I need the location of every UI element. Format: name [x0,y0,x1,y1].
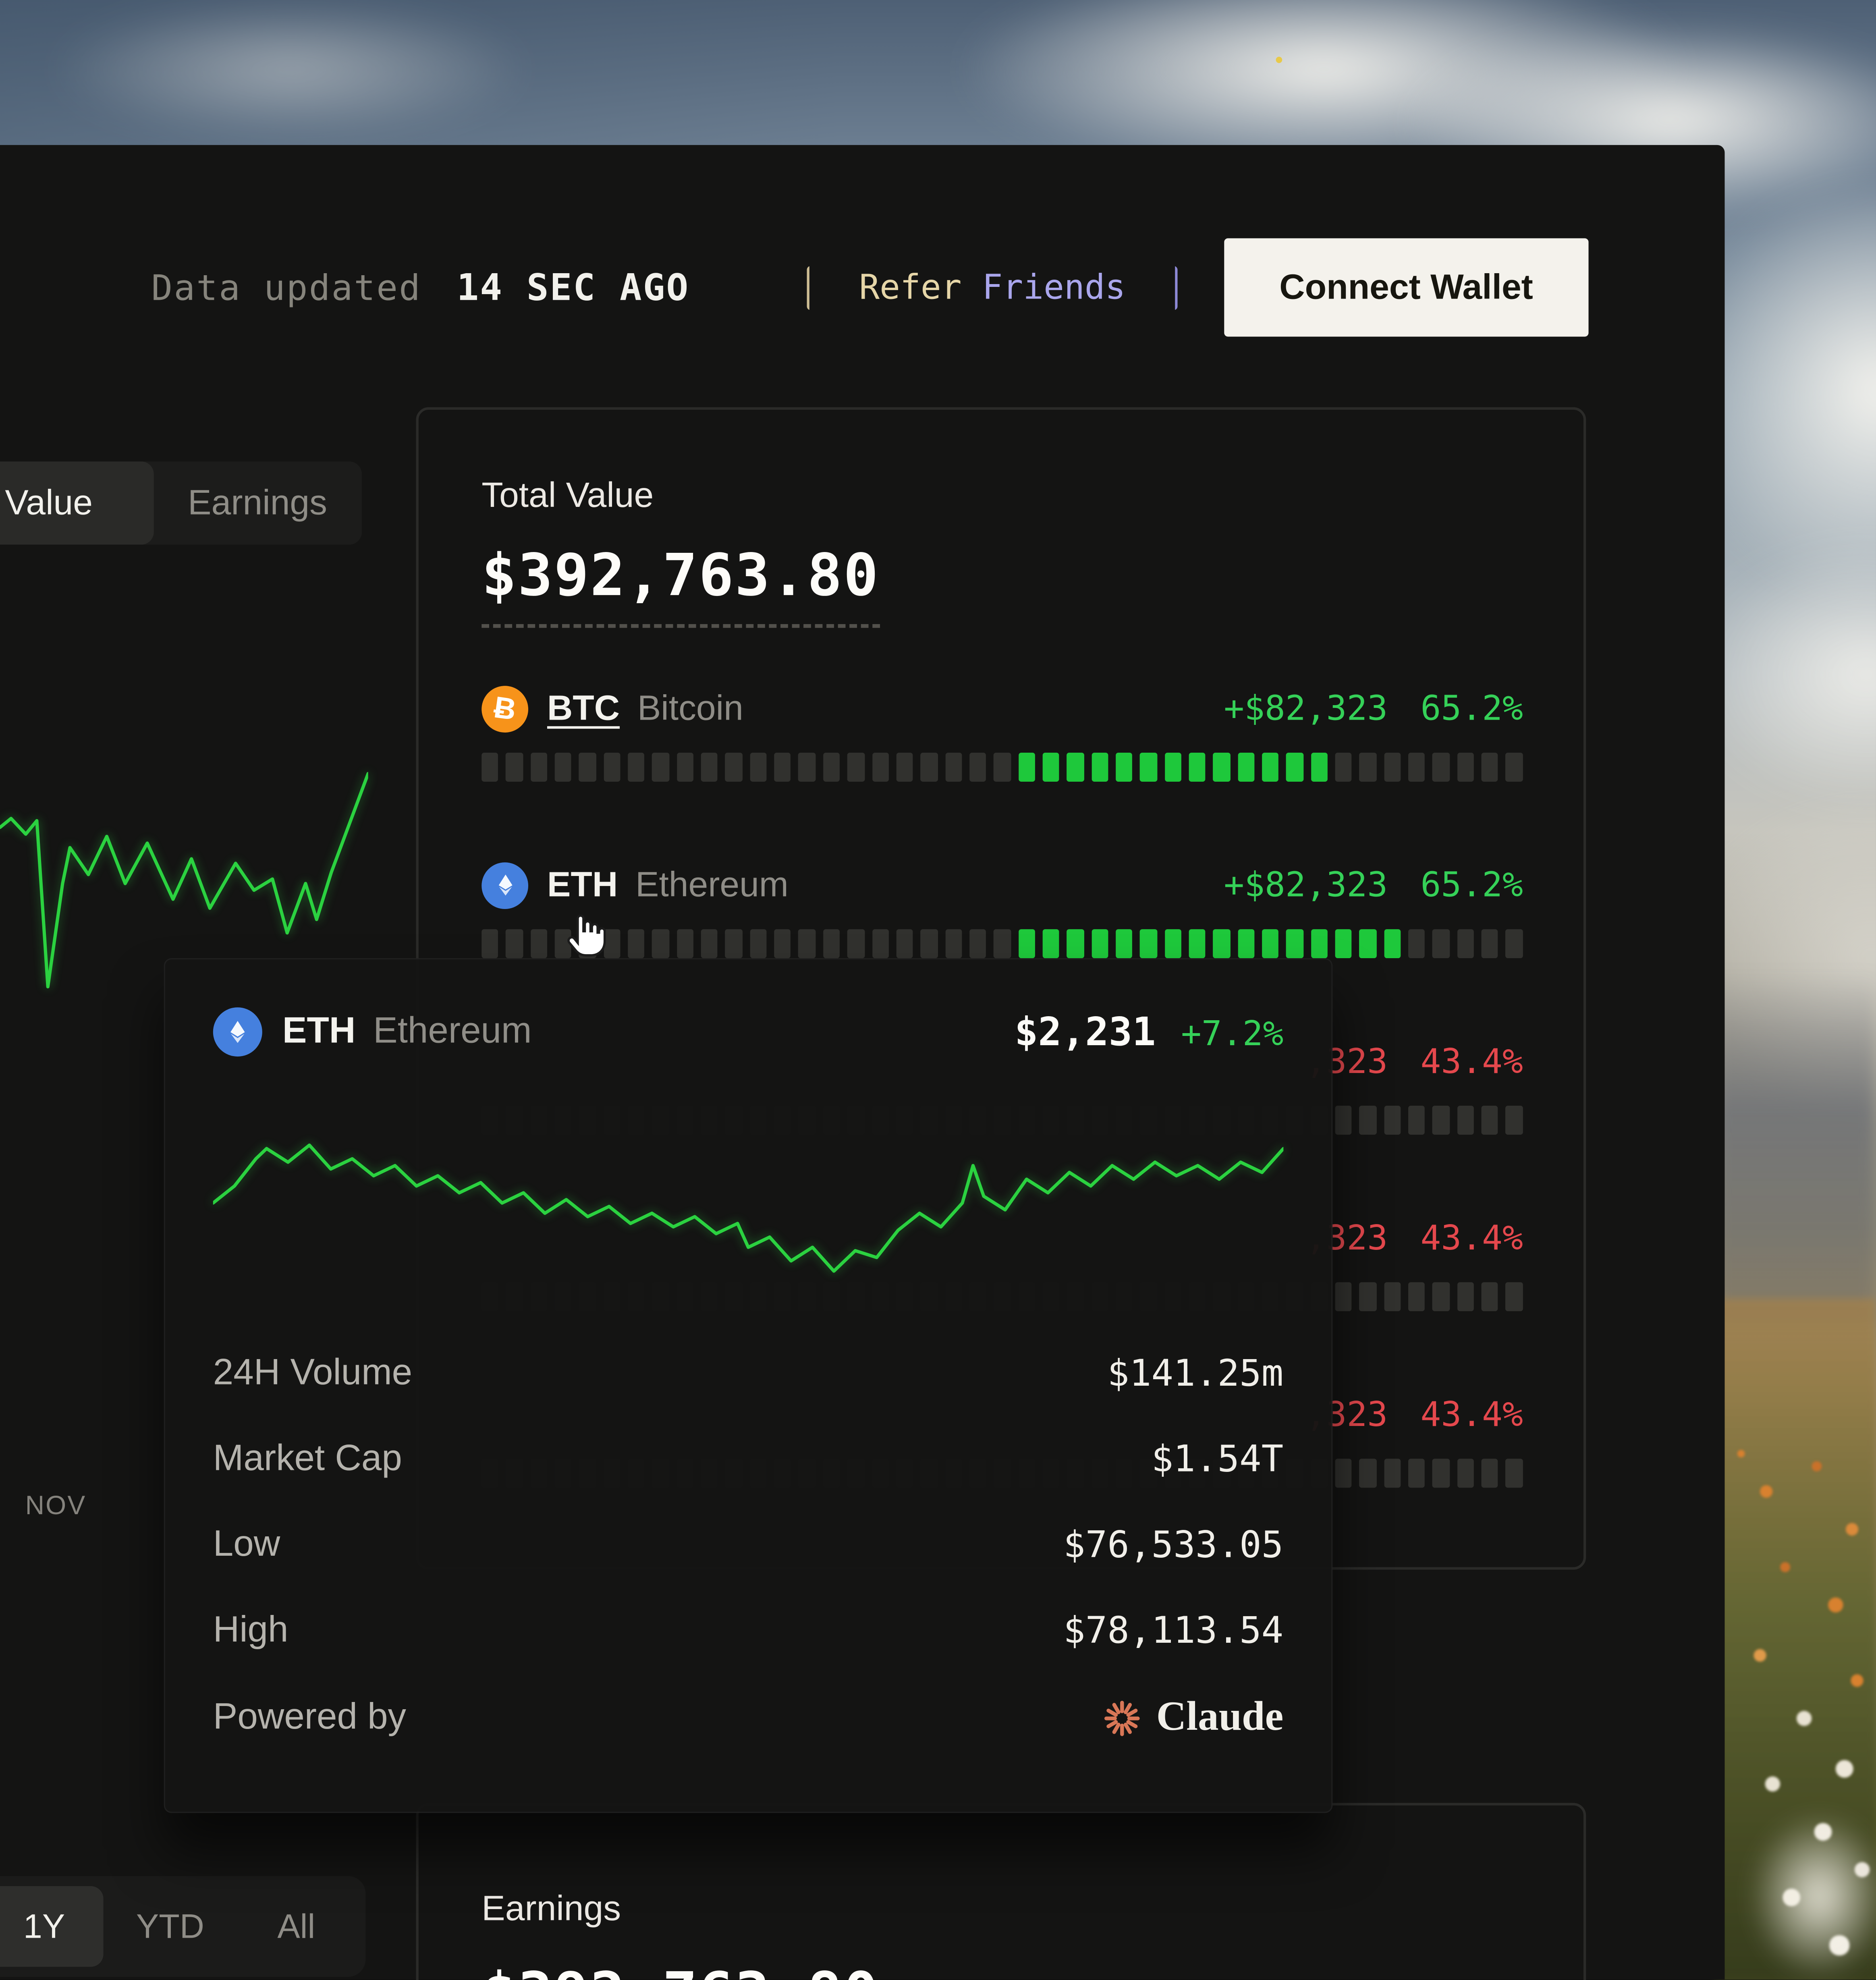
asset-row[interactable]: Ƀ BTC Bitcoin +$82,323 65.2% [478,682,1523,782]
data-updated-value: 14 SEC AGO [457,266,690,309]
allocation-bar [481,929,1523,959]
popover-price: $2,231 [1015,1009,1156,1055]
btc-icon: Ƀ [478,682,531,735]
asset-symbol: BTC [547,688,620,728]
x-axis-month-label: NOV [25,1491,87,1521]
flower-bloom [1750,1813,1876,1980]
total-value-amount: $392,763.80 [481,541,880,628]
popover-price-group: $2,231 +7.2% [1015,1009,1283,1055]
total-value-label: Total Value [481,475,654,515]
stat-row: 24H Volume $141.25m [213,1330,1284,1416]
asset-change-pct: 43.4% [1420,1042,1523,1081]
connect-wallet-button[interactable]: Connect Wallet [1224,238,1589,337]
time-filter-all[interactable]: All [277,1907,315,1945]
stat-label: Low [213,1523,280,1564]
stat-row: High $78,113.54 [213,1587,1284,1673]
earnings-amount: $392,763.80 [481,1959,1520,1980]
value-earnings-tabs: Value Earnings [0,461,362,545]
asset-change-group: ,323 43.4% [1306,1218,1523,1258]
refer-friends-button-inner: Refer Friends [810,241,1175,334]
time-range-filters: 1Y YTD All [0,1876,366,1977]
hand-cursor-icon [564,910,609,961]
popover-header: ETH Ethereum $2,231 +7.2% [213,1007,1283,1057]
sparkline-svg [0,769,368,994]
data-updated-label: Data updated [151,266,422,309]
asset-row-header: ETH Ethereum +$82,323 65.2% [481,860,1523,910]
asset-name: Ethereum [635,865,789,904]
eth-icon [213,1007,262,1057]
powered-by-label: Powered by [213,1697,407,1737]
eth-detail-popover: ETH Ethereum $2,231 +7.2% 24H Volume $14… [164,958,1333,1813]
asset-change-group: ,323 43.4% [1306,1042,1523,1081]
popover-stats: 24H Volume $141.25m Market Cap $1.54T Lo… [213,1330,1284,1673]
stat-label: 24H Volume [213,1352,413,1393]
tab-value[interactable]: Value [0,461,154,545]
asset-change-group: +$82,323 65.2% [1224,689,1523,728]
app-window: Data updated 14 SEC AGO Refer Friends Co… [0,145,1725,1980]
app-header: Data updated 14 SEC AGO Refer Friends Co… [151,236,1589,339]
stat-value: $76,533.05 [1063,1523,1284,1566]
eth-chart-svg [213,1115,1284,1285]
allocation-bar [481,753,1523,782]
asset-change: +$82,323 [1224,689,1388,728]
claude-starburst-icon [1104,1700,1140,1736]
earnings-title: Earnings [481,1889,621,1928]
asset-change-pct: 43.4% [1420,1395,1523,1434]
eth-price-chart [213,1115,1284,1285]
flower-dots [1737,1450,1745,1458]
tab-earnings[interactable]: Earnings [188,483,327,522]
stat-label: Market Cap [213,1438,402,1478]
light-speck [1276,56,1282,63]
claude-wordmark: Claude [1156,1694,1284,1740]
refer-word: Refer [859,268,962,307]
eth-glyph [230,1021,245,1043]
stat-row: Market Cap $1.54T [213,1416,1284,1502]
stat-value: $141.25m [1107,1351,1284,1395]
stat-value: $78,113.54 [1063,1608,1284,1652]
asset-change-pct: 65.2% [1420,689,1523,728]
stat-value: $1.54T [1151,1437,1284,1480]
asset-change-pct: 43.4% [1420,1218,1523,1258]
friends-word: Friends [982,268,1126,307]
popover-change-pct: +7.2% [1181,1014,1284,1054]
stat-row: Low $76,533.05 [213,1502,1284,1588]
eth-icon [481,861,529,909]
holdings-panel: Total Value $392,763.80 Ƀ BTC Bitcoin +$… [416,407,1586,1570]
claude-logo: Claude [1103,1694,1283,1741]
asset-change-pct: 65.2% [1420,865,1523,905]
asset-row[interactable]: ETH Ethereum +$82,323 65.2% [481,860,1523,959]
powered-by-row: Powered by [213,1673,1284,1762]
cloud [50,0,530,139]
refer-friends-button[interactable]: Refer Friends [807,241,1177,334]
asset-row-header: Ƀ BTC Bitcoin +$82,323 65.2% [478,682,1523,735]
popover-coin-name: Ethereum [373,1011,532,1052]
stat-label: High [213,1609,288,1650]
asset-change-group: +$82,323 65.2% [1224,865,1523,905]
asset-change: +$82,323 [1224,865,1388,905]
asset-change-group: ,323 43.4% [1306,1395,1523,1434]
popover-symbol: ETH [282,1011,356,1052]
portfolio-sparkline-chart [0,769,368,994]
earnings-panel: Earnings $392,763.80 [416,1803,1586,1980]
asset-symbol: ETH [547,865,618,904]
asset-name: Bitcoin [637,688,743,728]
time-filter-1y[interactable]: 1Y [0,1886,104,1967]
mountains [1714,971,1876,1324]
time-filter-ytd[interactable]: YTD [136,1907,204,1945]
